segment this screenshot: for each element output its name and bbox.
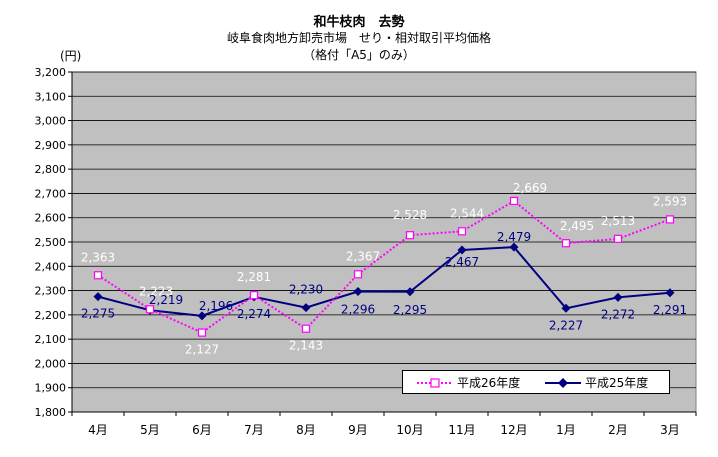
x-tick-label: 4月 bbox=[88, 423, 108, 437]
y-tick-label: 2,600 bbox=[35, 212, 67, 225]
legend: 平成26年度 平成25年度 bbox=[402, 370, 670, 394]
y-tick-label: 2,700 bbox=[35, 187, 67, 200]
x-tick-label: 9月 bbox=[348, 423, 368, 437]
data-label: 2,127 bbox=[185, 343, 219, 357]
series-line bbox=[97, 199, 671, 334]
data-point-square bbox=[301, 324, 311, 333]
data-point-diamond bbox=[613, 292, 623, 302]
chart-subtitle-grade: （格付「A5」のみ） bbox=[303, 48, 415, 62]
x-tick-label: 5月 bbox=[140, 423, 160, 437]
data-point-diamond bbox=[197, 311, 207, 321]
y-tick-label: 2,100 bbox=[35, 333, 67, 346]
data-point-square bbox=[509, 196, 519, 206]
data-point-diamond bbox=[457, 245, 467, 255]
data-point-diamond bbox=[93, 292, 103, 302]
y-tick-label: 3,100 bbox=[35, 90, 67, 103]
legend-markers bbox=[417, 378, 581, 388]
data-point-diamond bbox=[353, 287, 363, 297]
data-label: 2,363 bbox=[81, 250, 115, 264]
data-point-diamond bbox=[405, 287, 415, 297]
series-line bbox=[97, 246, 671, 317]
x-tick-label: 2月 bbox=[608, 423, 628, 437]
chart-subtitle: 岐阜食肉地方卸売市場 せり・相対取引平均価格 bbox=[226, 31, 491, 45]
data-label: 2,219 bbox=[149, 293, 183, 307]
chart-title: 和牛枝肉 去勢 bbox=[313, 15, 405, 30]
y-tick-label: 2,300 bbox=[35, 285, 67, 298]
y-tick-label: 2,200 bbox=[35, 309, 67, 322]
data-label: 2,669 bbox=[513, 181, 547, 195]
y-tick-label: 3,000 bbox=[35, 115, 67, 128]
y-tick-label: 2,000 bbox=[35, 357, 67, 370]
legend-label-h25: 平成25年度 bbox=[585, 376, 649, 390]
y-tick-label: 3,200 bbox=[35, 66, 67, 79]
data-label: 2,196 bbox=[199, 299, 233, 313]
data-label: 2,296 bbox=[341, 303, 375, 317]
y-tick-label: 2,500 bbox=[35, 236, 67, 249]
data-point-diamond bbox=[301, 303, 311, 313]
x-tick-label: 10月 bbox=[396, 423, 423, 437]
y-tick-label: 2,800 bbox=[35, 163, 67, 176]
data-label: 2,223 bbox=[139, 284, 173, 298]
x-tick-label: 11月 bbox=[448, 423, 475, 437]
data-point-square bbox=[353, 270, 363, 279]
data-point-diamond bbox=[665, 288, 675, 298]
legend-label-h26: 平成26年度 bbox=[457, 376, 521, 390]
x-tick-label: 3月 bbox=[660, 423, 680, 437]
legend-marker-square-icon bbox=[430, 378, 440, 388]
data-label: 2,230 bbox=[289, 283, 323, 297]
data-point-square bbox=[457, 227, 467, 236]
data-point-square bbox=[613, 234, 623, 243]
data-label: 2,467 bbox=[445, 255, 479, 269]
data-label: 2,272 bbox=[601, 307, 635, 321]
x-tick-label: 12月 bbox=[500, 423, 527, 437]
data-label: 2,544 bbox=[450, 206, 484, 220]
y-tick-label: 1,900 bbox=[35, 382, 67, 395]
data-point-diamond bbox=[509, 242, 519, 252]
data-label: 2,281 bbox=[237, 270, 271, 284]
data-label: 2,274 bbox=[237, 307, 271, 321]
legend-marker-diamond-icon bbox=[558, 378, 568, 388]
data-label: 2,295 bbox=[393, 303, 427, 317]
y-tick-label: 2,400 bbox=[35, 260, 67, 273]
x-tick-label: 1月 bbox=[556, 423, 576, 437]
data-point-diamond bbox=[561, 303, 571, 313]
data-label: 2,227 bbox=[549, 318, 583, 332]
y-axis-unit-label: (円) bbox=[60, 49, 82, 63]
x-tick-label: 8月 bbox=[296, 423, 316, 437]
data-point-square bbox=[561, 239, 571, 248]
data-point-square bbox=[197, 328, 207, 337]
data-label: 2,513 bbox=[601, 214, 635, 228]
x-tick-label: 7月 bbox=[244, 423, 264, 437]
data-point-square bbox=[93, 271, 103, 280]
x-tick-label: 6月 bbox=[192, 423, 212, 437]
data-label: 2,367 bbox=[346, 249, 380, 263]
data-point-square bbox=[665, 215, 675, 224]
data-point-square bbox=[249, 291, 259, 300]
data-label: 2,479 bbox=[497, 230, 531, 244]
y-tick-label: 2,900 bbox=[35, 139, 67, 152]
data-label: 2,528 bbox=[393, 208, 427, 222]
data-label: 2,291 bbox=[653, 303, 687, 317]
data-label: 2,495 bbox=[560, 219, 594, 233]
y-tick-label: 1,800 bbox=[35, 406, 67, 419]
data-point-square bbox=[145, 305, 155, 314]
data-point-square bbox=[405, 231, 415, 240]
data-label: 2,593 bbox=[653, 194, 687, 208]
data-label: 2,275 bbox=[81, 307, 115, 321]
data-label: 2,143 bbox=[289, 339, 323, 353]
